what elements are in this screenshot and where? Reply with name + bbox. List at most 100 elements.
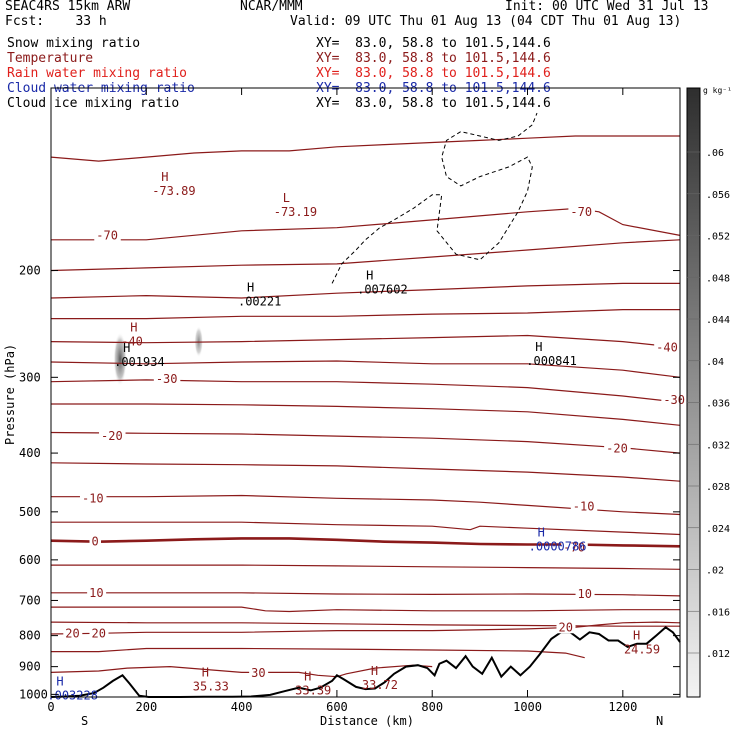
isotherm [50, 282, 680, 299]
x-tick-label: 800 [421, 700, 443, 714]
legend-entry: Temperature [7, 51, 94, 66]
colorbar [686, 87, 701, 698]
contour-label-bg [575, 586, 595, 600]
south-label: S [81, 714, 88, 728]
legend-entry: Cloud ice mixing ratio [7, 96, 180, 111]
contour-label-bg [561, 540, 588, 554]
contour-label: -10 [573, 500, 595, 514]
extremum-mark: L [283, 191, 290, 205]
contour-label: -70 [570, 205, 592, 219]
y-tick-label: 700 [19, 593, 41, 607]
isotherm [50, 239, 681, 272]
isotherm [50, 621, 681, 635]
contour-label: 20 [65, 627, 79, 641]
forecast-hour: Fcst: 33 h [5, 14, 107, 29]
contour-label-bg [89, 534, 102, 548]
contour-label: -70 [96, 228, 118, 242]
isotherm [50, 334, 681, 349]
extremum-value: .003228 [47, 689, 98, 703]
y-tick-label: 800 [19, 629, 41, 643]
contour-label-bg [79, 491, 107, 505]
extremum-mark: H [366, 269, 373, 283]
contour-label: 30 [251, 666, 265, 680]
extremum-value: .001934 [114, 355, 165, 369]
contour-label: 10 [89, 586, 103, 600]
extremum-value: 35.33 [193, 679, 229, 693]
contour-label-bg [556, 620, 576, 634]
org-label: NCAR/MMM [240, 0, 303, 14]
y-tick-label: 400 [19, 446, 41, 460]
legend-xy: XY= 83.0, 58.8 to 101.5,144.6 [316, 51, 551, 66]
x-tick-label: 200 [136, 700, 158, 714]
x-tick-label: 0 [47, 700, 54, 714]
colorbar-tick-label: .032 [706, 440, 730, 451]
north-label: N [656, 714, 663, 728]
contour-label-bg [654, 340, 681, 354]
y-tick-label: 900 [19, 660, 41, 674]
model-title: SEAC4RS 15km ARW [5, 0, 131, 14]
isotherm [51, 521, 681, 536]
cloud-ice-contour [331, 112, 538, 284]
colorbar-tick-label: .024 [706, 524, 730, 535]
x-axis-title: Distance (km) [320, 714, 414, 728]
extremum-value: 24.59 [624, 642, 660, 656]
init-time: Init: 00 UTC Wed 31 Jul 13 [505, 0, 709, 14]
extremum-value: -73.89 [152, 184, 195, 198]
colorbar-tick-label: .016 [706, 607, 730, 618]
contour-label-bg [94, 228, 121, 242]
contour-label: -70 [563, 540, 585, 554]
colorbar-tick-label: .044 [706, 315, 730, 326]
x-tick-label: 600 [326, 700, 348, 714]
extremum-value: -73.19 [274, 205, 317, 219]
contour-label: 10 [578, 587, 592, 601]
extremum-mark: H [130, 321, 137, 335]
extremum-mark: H [56, 675, 63, 689]
colorbar-tick-label: .02 [706, 566, 724, 577]
isotherm [51, 592, 681, 597]
extremum-mark: H [304, 669, 311, 683]
x-tick-label: 1000 [513, 700, 542, 714]
contour-label-bg [89, 626, 109, 640]
y-tick-label: 300 [19, 370, 41, 384]
contour-label-bg [661, 393, 688, 407]
colorbar-tick-label: .048 [706, 273, 730, 284]
legend-entry: Rain water mixing ratio [7, 66, 188, 81]
extremum-mark: H [538, 525, 545, 539]
extremum-mark: H [633, 628, 640, 642]
contour-label-bg [99, 429, 126, 443]
y-tick-label: 200 [19, 264, 41, 278]
colorbar-tick-label: .056 [706, 190, 730, 201]
isotherm [50, 379, 681, 403]
isotherm [50, 360, 681, 378]
y-tick-label: 1000 [19, 687, 48, 701]
y-tick-label: 500 [19, 505, 41, 519]
contour-label-bg [568, 204, 595, 218]
contour-label-bg [87, 585, 107, 599]
legend-xy: XY= 83.0, 58.8 to 101.5,144.6 [316, 96, 551, 111]
contour-label: -30 [663, 393, 685, 407]
colorbar-tick-label: .036 [706, 399, 730, 410]
contour-label: -40 [656, 341, 678, 355]
plot-frame [50, 87, 681, 698]
legend-xy: XY= 83.0, 58.8 to 101.5,144.6 [316, 66, 551, 81]
valid-time: Valid: 09 UTC Thu 01 Aug 13 (04 CDT Thu … [290, 14, 682, 29]
isotherm [50, 621, 680, 627]
isotherm [51, 403, 681, 426]
contour-label-bg [604, 441, 631, 455]
ice-shading [113, 332, 127, 386]
extremum-value: 33.39 [295, 683, 331, 697]
extremum-value: .0000786 [529, 539, 587, 553]
isotherm [50, 462, 681, 482]
extremum-mark: H [123, 341, 130, 355]
contour-label-bg [63, 626, 83, 640]
isotherm [50, 664, 433, 678]
contour-label: -30 [156, 372, 178, 386]
extremum-mark: H [161, 170, 168, 184]
contour-label: 0 [92, 535, 99, 549]
x-tick-label: 400 [231, 700, 253, 714]
contour-label: -20 [606, 441, 628, 455]
extremum-value: .007602 [357, 283, 408, 297]
y-tick-label: 600 [19, 553, 41, 567]
isotherm [51, 207, 681, 241]
x-tick-label: 1200 [608, 700, 637, 714]
